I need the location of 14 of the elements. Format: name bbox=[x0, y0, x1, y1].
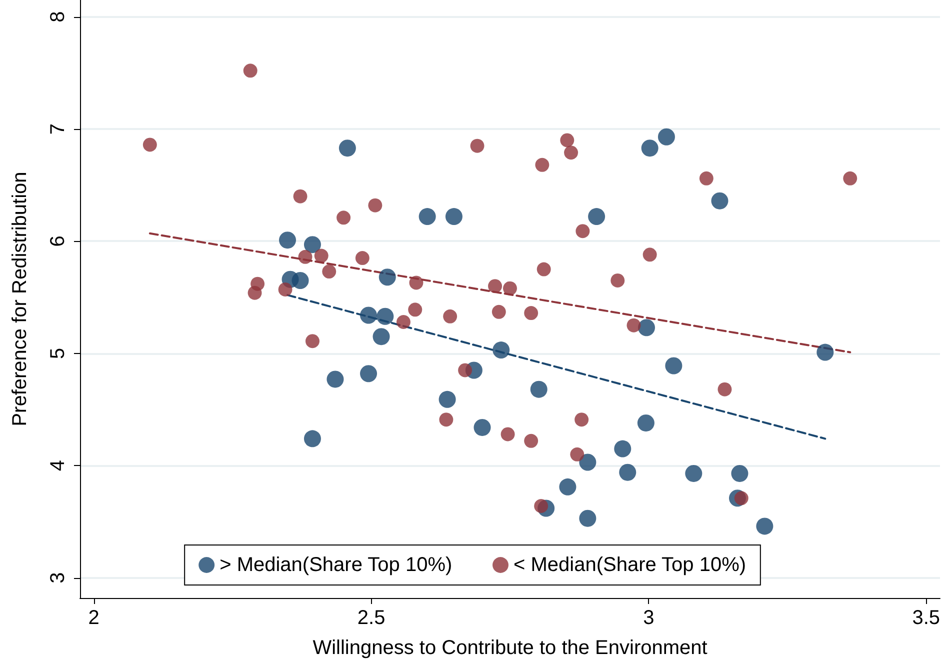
x-tick-label: 3 bbox=[643, 607, 654, 629]
x-tick-label: 2 bbox=[88, 607, 100, 629]
x-tick-label: 2.5 bbox=[357, 607, 386, 629]
legend-label: > Median(Share Top 10%) bbox=[220, 554, 452, 576]
y-tick-label: 4 bbox=[47, 460, 69, 472]
x-tick-label: 3.5 bbox=[912, 607, 940, 629]
legend-label: < Median(Share Top 10%) bbox=[514, 554, 746, 576]
y-tick-label: 7 bbox=[47, 123, 69, 135]
y-axis-title: Preference for Redistribution bbox=[9, 172, 31, 426]
y-tick-label: 3 bbox=[47, 572, 69, 584]
y-tick-label: 6 bbox=[47, 236, 69, 247]
y-tick-label: 8 bbox=[47, 11, 69, 22]
x-axis-title: Willingness to Contribute to the Environment bbox=[312, 637, 708, 659]
y-tick-label: 5 bbox=[47, 348, 69, 359]
